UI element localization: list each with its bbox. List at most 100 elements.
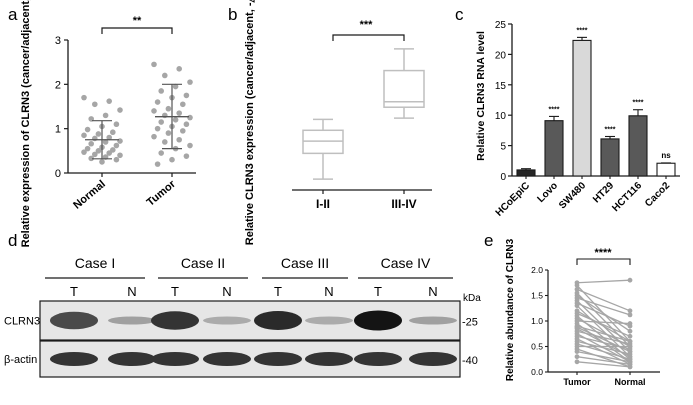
panel-c-ytick-label: 10 [495,111,507,122]
panel-a-ytick-label: 2 [55,79,61,91]
panel-a-point [102,139,109,145]
panel-a-point [84,126,91,133]
panel-d-lane-label: T [171,284,179,299]
panel-c-xtick-label: Lovo [535,180,560,205]
panel-d-case-label: Case IV [381,255,431,271]
panel-d-band [305,352,353,366]
panel-d-band [305,316,353,325]
panel-a-point [95,131,102,137]
panel-a-point [187,114,193,121]
panel-a-point [88,140,94,147]
panel-e-point [574,282,580,288]
panel-c-xtick-label: HT29 [591,180,616,205]
panel-a-point [183,92,190,99]
panel-a-point [117,152,123,159]
panel-a-point [106,98,112,104]
panel-e-pair-line [576,279,631,284]
panel-e-pair-line [576,348,631,368]
panel-a-point [81,94,87,101]
panel-e-pair-line [576,356,631,365]
panel-a-point [172,117,179,123]
panel-a-point [88,155,94,162]
panel-e-point [627,308,633,314]
panel-a-point [81,132,87,139]
panel-d-band [108,316,156,325]
panel-d-band [409,352,457,366]
panel-e-pair-line [576,288,631,312]
panel-e-xtick-label: Tumor [563,377,591,387]
panel-e-ytick-label: 2.0 [531,265,543,275]
panel-a-point [92,151,98,158]
panel-c-significance: **** [633,100,644,107]
panel-d-case-label: Case I [75,255,115,271]
panel-c-ytick-label: 20 [495,50,507,61]
panel-d-marker-label: -25 [462,317,478,329]
panel-c-significance: **** [605,126,616,133]
panel-e-point [627,328,633,334]
panel-letter-e: e [484,231,493,250]
panel-a-point [158,150,164,156]
panel-c-xtick-label: Caco2 [643,180,672,209]
panel-d-lane-label: N [324,284,333,299]
panel-d-band [108,352,156,366]
panel-c-ytick-label: 25 [495,20,507,31]
panel-e-ytick-label: 0.0 [531,367,543,377]
panel-d-case-label: Case III [281,255,329,271]
panel-e-point [627,351,633,357]
panel-a-xtick-label: Tumor [145,178,179,209]
panel-a-point [162,139,168,145]
panel-e-pair-line [576,330,631,345]
panel-e-point [574,354,580,360]
panel-d-band [254,311,302,330]
panel-a-point [169,156,175,163]
panel-letter-b: b [228,5,237,24]
panel-e-pair-line [576,302,631,327]
panel-a-point [165,105,172,112]
panel-c-significance: **** [577,27,588,34]
panel-e-xtick-label: Normal [614,377,645,387]
panel-d-band [203,316,251,325]
panel-d-kda-label: kDa [463,293,481,304]
panel-c-bar [628,115,648,177]
panel-letter-a: a [8,5,18,24]
panel-a-point [176,136,182,143]
panel-letter-d: d [8,231,17,250]
panel-e-point [574,303,580,309]
panel-c-bar [544,120,564,177]
panel-a-point [106,134,112,141]
panel-e-point [574,286,580,292]
panel-a-point [110,129,116,136]
panel-a-point [165,130,172,136]
panel-d-lane-label: N [222,284,231,299]
panel-a-point [154,99,161,105]
panel-e-ylabel: Relative abundance of CLRN3 [505,238,516,381]
panel-d-marker-label: -40 [462,355,478,367]
panel-b-significance-bracket [332,34,405,41]
panel-d-band [354,352,402,366]
panel-d-band [151,352,199,366]
panel-a-significance-bracket [101,27,173,34]
panel-e-pair-line [576,350,631,363]
panel-d-row-label: CLRN3 [4,316,40,328]
panel-a-ytick-label: 3 [55,35,61,47]
panel-d-band [50,311,98,330]
panel-d-lane-label: N [127,284,136,299]
panel-a-point [113,156,120,163]
panel-d-band [354,310,402,331]
panel-a-point [158,119,164,125]
panel-d-band [50,352,98,366]
panel-e-ytick-label: 1.0 [531,316,543,326]
panel-e-significance-bracket [576,258,631,265]
panel-a-point [106,150,112,156]
panel-e-point [627,344,633,349]
panel-c-xtick-label: HCT116 [610,180,644,214]
panel-e-pair-line [576,320,631,325]
panel-e-pair-line [576,340,631,355]
panel-a-ytick-label: 0 [55,168,61,180]
panel-e-pair-line [576,297,631,316]
panel-e-point [627,364,633,370]
panel-a-point [102,112,109,119]
panel-a-point [162,72,168,79]
panel-a-point [151,133,157,140]
panel-a-point [117,107,123,113]
